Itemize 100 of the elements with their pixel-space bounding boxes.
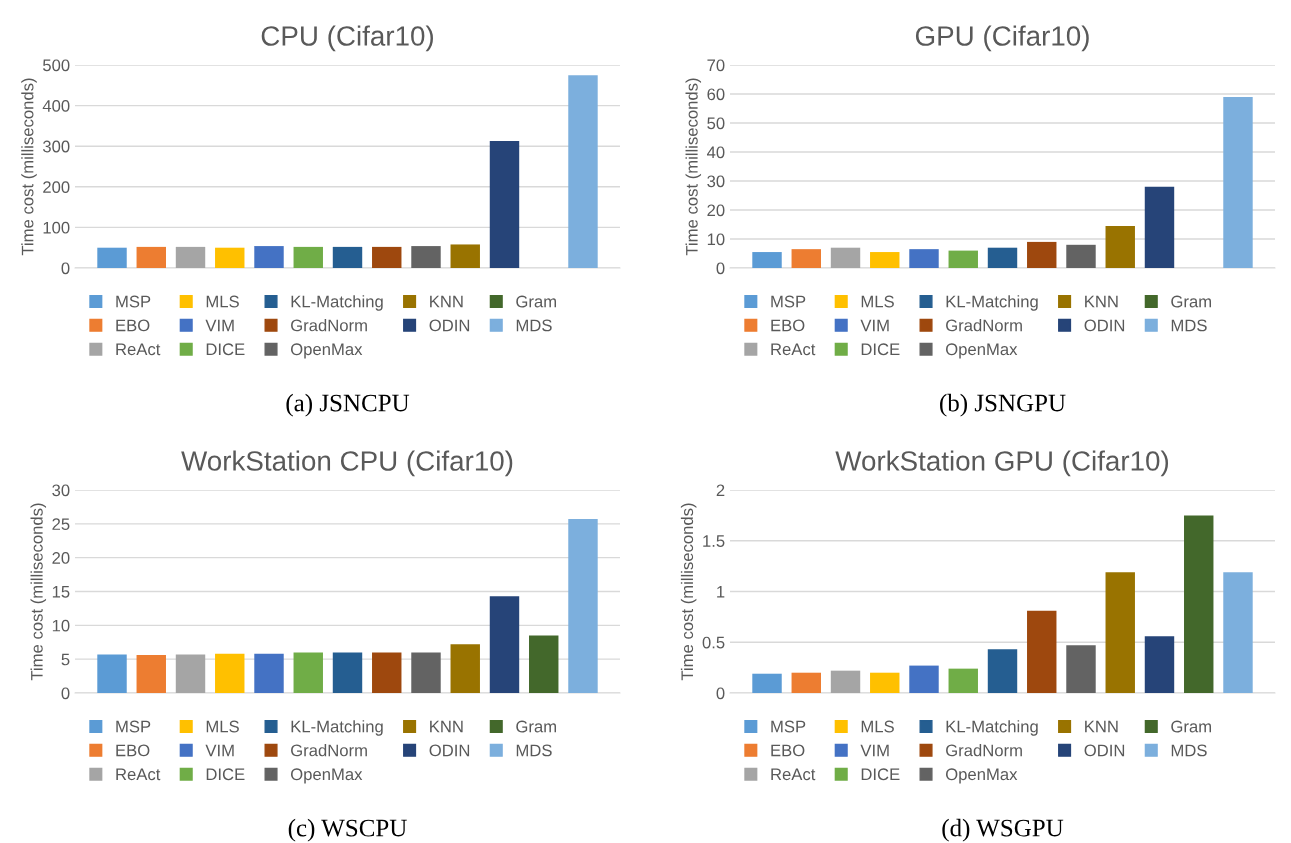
- bar: [175, 246, 206, 268]
- y-tick-label: 1: [717, 586, 725, 598]
- legend-label: VIM: [205, 744, 234, 757]
- bar: [1066, 645, 1096, 693]
- legend-label: KL-Matching: [946, 295, 1038, 311]
- legend-label: MLS: [206, 295, 239, 308]
- legend-label: VIM: [860, 744, 889, 757]
- bar: [791, 249, 821, 268]
- y-tick-label: 0.5: [702, 636, 725, 649]
- bar: [870, 672, 900, 693]
- legend-label: ReAct: [771, 768, 816, 781]
- legend-label: MSP: [116, 720, 151, 733]
- bar: [215, 653, 245, 693]
- bar: [293, 246, 323, 268]
- y-tick-label: 0: [716, 262, 725, 275]
- bar: [450, 244, 480, 268]
- legend-label: MDS: [516, 319, 552, 332]
- y-tick-label: 0: [716, 687, 725, 700]
- y-tick-label: 400: [42, 100, 70, 112]
- bar: [136, 246, 166, 268]
- y-axis-title: Time cost (milliseconds): [30, 503, 47, 681]
- chart-title: WorkStation GPU (Cifar10): [835, 450, 1169, 477]
- bar: [489, 596, 520, 693]
- y-tick-label: 5: [61, 653, 70, 666]
- legend-label: EBO: [771, 319, 805, 332]
- bar: [1066, 244, 1096, 268]
- y-tick-label: 200: [43, 181, 70, 193]
- legend-label: MDS: [516, 744, 552, 757]
- y-tick-label: 10: [707, 233, 725, 246]
- legend-label: EBO: [116, 319, 150, 332]
- y-tick-label: 20: [707, 204, 725, 217]
- legend-label: OpenMax: [945, 768, 1018, 784]
- legend-label: ODIN: [429, 319, 470, 332]
- bar: [254, 246, 284, 268]
- text: (a) JSNCPU: [286, 393, 410, 417]
- legend-label: VIM: [860, 319, 889, 332]
- y-tick-label: 500: [43, 59, 70, 72]
- legend-label: MDS: [1171, 319, 1207, 332]
- legend-label: ODIN: [1084, 744, 1125, 757]
- legend-label: KL-Matching: [291, 720, 383, 736]
- bar: [1144, 186, 1175, 268]
- y-tick-label: 30: [52, 484, 70, 497]
- legend-label: Gram: [1171, 295, 1211, 308]
- bar: [332, 652, 363, 693]
- y-tick-label: 2: [716, 484, 725, 497]
- legend-label: DICE: [206, 343, 245, 356]
- y-tick-label: 30: [707, 175, 725, 188]
- y-axis-title: Time cost (milliseconds): [680, 503, 697, 681]
- bar: [948, 668, 978, 693]
- chart-title: WorkStation CPU (Cifar10): [181, 450, 513, 477]
- legend-label: DICE: [206, 768, 245, 781]
- legend-label: OpenMax: [945, 343, 1018, 359]
- bar: [1184, 515, 1214, 693]
- bar: [411, 246, 441, 268]
- bar: [254, 653, 284, 693]
- y-tick-label: 0: [61, 262, 70, 275]
- legend-label: MLS: [206, 720, 239, 733]
- legend-label: DICE: [861, 768, 900, 781]
- bar: [830, 247, 861, 268]
- y-tick-label: 60: [707, 88, 725, 101]
- y-tick-label: 25: [52, 518, 70, 531]
- bar: [450, 644, 480, 693]
- bar: [529, 635, 559, 693]
- bar: [830, 670, 861, 693]
- bar: [791, 672, 821, 693]
- legend-label: GradNorm: [291, 319, 367, 332]
- legend-label: Gram: [1171, 720, 1211, 733]
- text: (d) WSGPU: [942, 818, 1064, 842]
- legend-label: EBO: [116, 744, 150, 757]
- chart-title: GPU (Cifar10): [915, 25, 1089, 52]
- bar: [489, 140, 520, 268]
- bar: [752, 252, 782, 268]
- bar: [97, 654, 127, 693]
- legend-label: ODIN: [429, 744, 470, 757]
- bar: [1144, 636, 1175, 693]
- legend-label: EBO: [771, 744, 805, 757]
- y-tick-label: 300: [42, 140, 70, 153]
- legend-label: GradNorm: [291, 744, 367, 757]
- y-tick-label: 20: [52, 552, 70, 564]
- legend-label: KNN: [1085, 295, 1118, 308]
- legend-label: MSP: [116, 295, 151, 308]
- legend-label: ODIN: [1084, 319, 1125, 332]
- bar: [1223, 96, 1253, 268]
- legend-label: ReAct: [116, 343, 161, 356]
- bar: [987, 649, 1018, 693]
- legend-label: ReAct: [771, 343, 816, 356]
- legend-label: OpenMax: [290, 768, 363, 784]
- legend-label: MLS: [861, 295, 894, 308]
- legend-label: KNN: [430, 720, 463, 733]
- bar: [136, 655, 166, 693]
- y-tick-label: 50: [707, 117, 725, 130]
- legend-label: KL-Matching: [946, 720, 1038, 736]
- legend-label: ReAct: [116, 768, 161, 781]
- bar: [1105, 572, 1135, 693]
- y-tick-label: 15: [52, 586, 70, 598]
- y-tick-label: 10: [52, 619, 70, 632]
- bar: [1105, 225, 1135, 268]
- bar: [411, 652, 441, 693]
- legend-label: KNN: [1085, 720, 1118, 733]
- bar: [870, 252, 900, 268]
